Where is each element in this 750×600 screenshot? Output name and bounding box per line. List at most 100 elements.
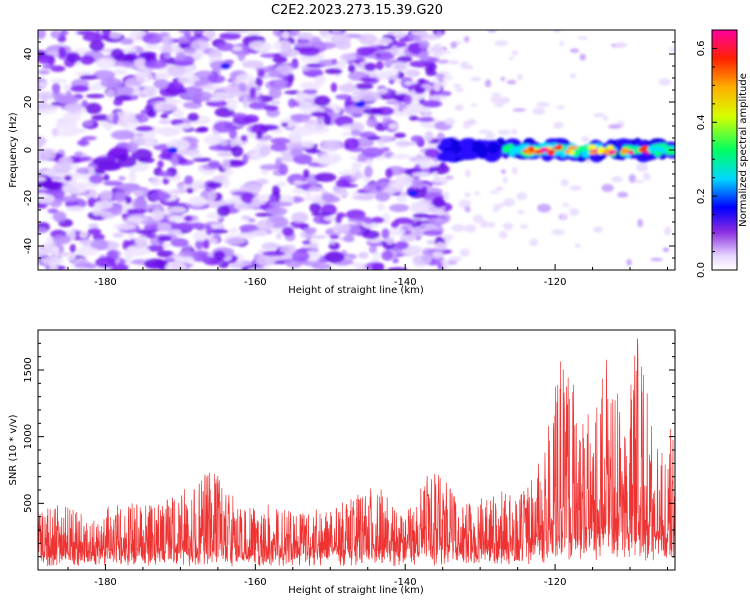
spectrogram-cell (507, 56, 515, 61)
spectrogram-cell (428, 95, 448, 101)
spectrogram-cell (52, 234, 71, 245)
spectrogram-cell (290, 147, 303, 157)
spectrogram-cell (282, 30, 290, 40)
spectrogram-cell (90, 239, 109, 251)
spectrogram-cell (397, 55, 413, 63)
spectrogram-cell (184, 175, 194, 185)
spectrogram-cell (519, 224, 528, 229)
spectrogram-cell (240, 134, 248, 142)
spectrogram-cell (229, 227, 238, 234)
spectrogram-cell (74, 71, 92, 76)
spectrogram-cell (364, 165, 373, 178)
spectrogram-cell (38, 136, 44, 148)
spectrogram-cell (412, 254, 432, 266)
spectrogram-cell (422, 100, 443, 108)
spectrogram-cell (371, 108, 380, 114)
spectrogram-cell (75, 247, 99, 256)
spectrogram-cell (607, 145, 614, 150)
spectrogram-cell (241, 60, 264, 69)
spectrogram-cell (273, 40, 293, 52)
spectrogram-cell (182, 63, 195, 76)
spectrogram-cell (395, 196, 406, 203)
spectrogram-cell (448, 256, 462, 262)
spectrogram-cell (92, 233, 105, 241)
spectrogram-cell (390, 153, 412, 160)
spectrogram-cell (192, 157, 212, 162)
spectrogram-cell (259, 145, 271, 157)
spectrogram-cell (171, 155, 179, 167)
spectrogram-cell (296, 90, 305, 103)
spectrogram-cell (532, 107, 546, 115)
spectrogram-cell (270, 137, 291, 145)
spectrogram-cell (375, 185, 382, 192)
spectrogram-cell (81, 100, 89, 108)
spectrogram-cell (113, 86, 135, 97)
spectrogram-cell (608, 124, 622, 129)
spectrogram-cell (281, 226, 295, 237)
spectrogram-cell (434, 209, 446, 216)
spectrogram-y-tick-label: 40 (23, 48, 34, 61)
spectrogram-cell (410, 156, 433, 161)
snr-x-label: Height of straight line (km) (288, 585, 424, 596)
spectrogram-cell (354, 170, 363, 180)
spectrogram-cell (458, 199, 471, 209)
spectrogram-panel: -180 -160 -140 -120 -40 -20 0 20 40 Height of s… (8, 29, 676, 296)
spectrogram-cell (358, 33, 378, 46)
spectrogram-cell (411, 178, 423, 191)
spectrogram-cell (410, 226, 426, 238)
spectrogram-cell (539, 147, 550, 153)
spectrogram-cell (167, 81, 185, 92)
spectrogram-cell (662, 247, 670, 253)
spectrogram-cell (213, 250, 226, 261)
spectrogram-cell (273, 79, 287, 88)
spectrogram-cell (394, 217, 414, 225)
spectrogram-cell (334, 115, 354, 127)
spectrogram-cell (635, 162, 649, 172)
spectrogram-cell (193, 80, 204, 88)
spectrogram-cell (392, 101, 399, 114)
spectrogram-cell (561, 213, 566, 220)
spectrogram-cell (190, 39, 210, 51)
spectrogram-cell (263, 105, 279, 112)
spectrogram-cell (172, 107, 184, 119)
spectrogram-cell (140, 109, 148, 115)
spectrogram-cell (38, 69, 51, 75)
colorbar-ticks: 0.0 0.2 0.4 0.6 (696, 29, 717, 278)
spectrogram-cell (91, 114, 112, 121)
spectrogram-x-tick-label: -140 (394, 277, 417, 288)
spectrogram-cell (245, 184, 263, 189)
spectrogram-cell (82, 135, 97, 141)
spectrogram-cell (182, 101, 203, 109)
spectrogram-cell (126, 208, 148, 215)
spectrogram-cell (487, 142, 499, 154)
spectrogram-cell (303, 169, 310, 179)
spectrogram-cell (288, 132, 303, 143)
spectrogram-cell (551, 229, 565, 236)
spectrogram-cell (321, 192, 335, 203)
spectrogram-cell (478, 129, 492, 134)
spectrogram-cell (454, 104, 464, 111)
spectrogram-cell (192, 231, 209, 242)
spectrogram-cell (510, 147, 521, 155)
spectrogram-cell (224, 198, 235, 205)
spectrogram-cell (470, 103, 478, 107)
spectrogram-cell (581, 136, 590, 143)
spectrogram-cell (273, 202, 280, 214)
spectrogram-cell (339, 53, 357, 62)
spectrogram-cell (362, 230, 380, 240)
spectrogram-cell (114, 95, 132, 101)
spectrogram-cell (106, 88, 115, 98)
spectrogram-cell (196, 126, 209, 132)
spectrogram-cell (268, 87, 282, 99)
spectrogram-cell (85, 93, 105, 99)
spectrogram-cell (158, 119, 173, 125)
spectrogram-cell (175, 123, 193, 130)
spectrogram-cell (243, 114, 260, 124)
spectrogram-cell (206, 74, 226, 84)
spectrogram-cell (195, 239, 204, 250)
spectrogram-cell (435, 216, 446, 225)
spectrogram-cell (337, 170, 359, 176)
spectrogram-cell (529, 238, 539, 247)
spectrogram-cell (302, 124, 313, 131)
spectrogram-cell (311, 234, 327, 239)
